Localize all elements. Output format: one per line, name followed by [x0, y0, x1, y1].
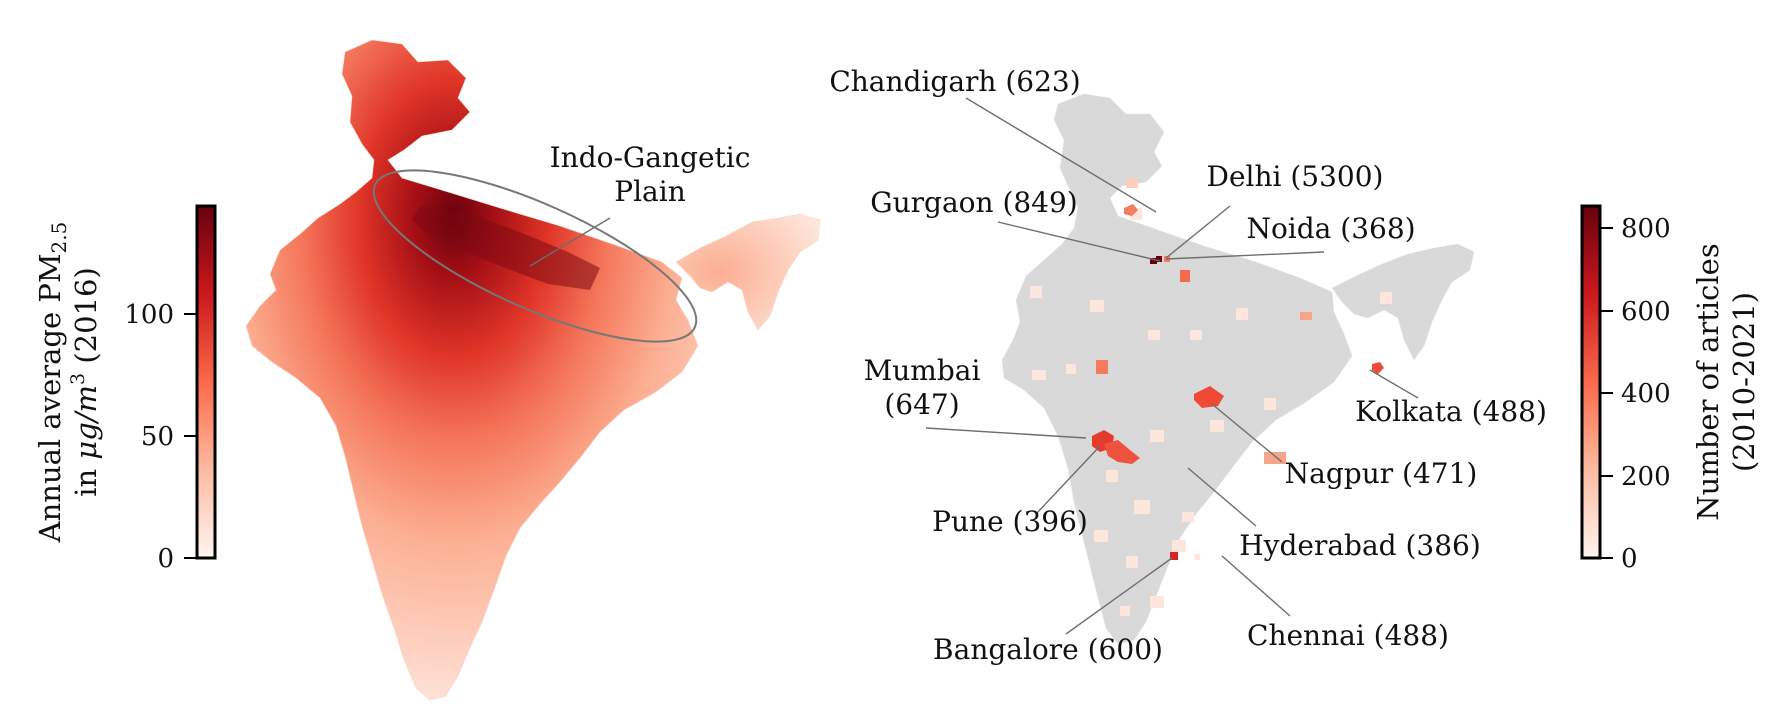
- nagpur-leader: [1211, 403, 1283, 463]
- northeast-india-pm25: [675, 213, 821, 331]
- gangetic-hotspot: [412, 206, 600, 290]
- articles-tick-label: 800: [1621, 214, 1671, 244]
- city-label-nagpur: Nagpur (471): [1285, 457, 1478, 490]
- pm25-label-prefix: in: [69, 460, 103, 497]
- city-marker: [1104, 440, 1140, 464]
- city-label-chandigarh: Chandigarh (623): [829, 65, 1080, 98]
- indo-gangetic-plain-ellipse: [372, 169, 698, 343]
- pm25-colorbar-bar: [195, 204, 217, 560]
- articles-colorbar-bar: [1580, 204, 1602, 560]
- pm25-label-unit: μg/m: [69, 385, 103, 460]
- pm25-label-year: (2016): [69, 267, 103, 373]
- city-marker: [1170, 552, 1178, 560]
- city-label-chennai: Chennai (488): [1247, 619, 1449, 652]
- city-labels: Chandigarh (623) Delhi (5300) Gurgaon (8…: [829, 65, 1547, 666]
- pm25-tick-label: 50: [141, 422, 174, 452]
- articles-tick-label: 200: [1621, 462, 1671, 492]
- pm25-tick-label: 0: [157, 544, 174, 574]
- hyderabad-leader: [1187, 467, 1257, 527]
- pm25-map: Indo-Gangetic Plain: [245, 39, 821, 701]
- city-label-kolkata: Kolkata (488): [1355, 395, 1547, 428]
- indo-gangetic-label-line2: Plain: [614, 175, 685, 208]
- kolkata-leader: [1369, 369, 1419, 399]
- articles-colorbar-ticks: 0 200 400 600 800: [1600, 214, 1671, 574]
- articles-map: [1001, 93, 1475, 645]
- city-marker: [1156, 256, 1162, 262]
- gurgaon-leader: [997, 221, 1161, 262]
- delhi-leader: [1165, 205, 1231, 259]
- city-marker: [1194, 554, 1200, 560]
- city-marker: [1194, 386, 1224, 408]
- pune-leader: [1035, 445, 1101, 515]
- chennai-leader: [1221, 555, 1291, 617]
- articles-colorbar-title: Number of articles (2010-2021): [1691, 243, 1761, 520]
- pm25-colorbar-ticks: 0 50 100: [124, 300, 197, 574]
- articles-label-line1: Number of articles: [1691, 243, 1725, 520]
- city-marker: [1150, 258, 1157, 264]
- articles-tick-label: 0: [1621, 544, 1638, 574]
- city-label-bangalore: Bangalore (600): [933, 633, 1163, 666]
- city-label-mumbai-line1: Mumbai: [864, 354, 981, 387]
- articles-tick-label: 600: [1621, 297, 1671, 327]
- india-mainland-pm25: [245, 39, 699, 701]
- mumbai-leader: [925, 427, 1087, 439]
- city-label-mumbai-line2: (647): [884, 388, 959, 421]
- bangalore-leader: [1065, 557, 1173, 635]
- city-label-noida: Noida (368): [1246, 212, 1415, 245]
- noida-leader: [1165, 251, 1325, 260]
- articles-colorbar: 0 200 400 600 800 Number of articles (20…: [1580, 204, 1761, 574]
- city-markers: [1092, 204, 1384, 560]
- pm25-label-sub: 2.5: [47, 222, 71, 254]
- chandigarh-leader: [965, 97, 1157, 213]
- articles-tick-label: 400: [1621, 379, 1671, 409]
- indo-gangetic-leader: [529, 217, 611, 267]
- svg-text:Annual average PM2.5: Annual average PM2.5: [33, 222, 71, 544]
- city-label-pune: Pune (396): [932, 505, 1088, 538]
- right-panel: Chandigarh (623) Delhi (5300) Gurgaon (8…: [829, 65, 1761, 666]
- left-panel: 0 50 100 Annual average PM2.5 in μg/m3 (…: [33, 39, 821, 701]
- city-label-delhi: Delhi (5300): [1207, 160, 1384, 193]
- pm25-label-line1: Annual average PM: [33, 253, 67, 543]
- city-label-gurgaon: Gurgaon (849): [870, 186, 1077, 219]
- northeast-india-articles: [1331, 243, 1475, 361]
- svg-text:in μg/m3 (2016): in μg/m3 (2016): [67, 267, 103, 497]
- leader-lines: [925, 97, 1419, 635]
- pm25-colorbar: 0 50 100 Annual average PM2.5 in μg/m3 (…: [33, 204, 217, 574]
- pm25-label-unit-sup: 3: [67, 373, 89, 385]
- city-marker: [1124, 204, 1138, 216]
- pm25-tick-label: 100: [124, 300, 174, 330]
- indo-gangetic-label-line1: Indo-Gangetic: [550, 141, 751, 174]
- city-marker: [1372, 362, 1384, 374]
- pm25-colorbar-title: Annual average PM2.5 in μg/m3 (2016): [33, 222, 103, 544]
- city-label-hyderabad: Hyderabad (386): [1239, 529, 1481, 562]
- articles-label-line2: (2010-2021): [1727, 292, 1761, 472]
